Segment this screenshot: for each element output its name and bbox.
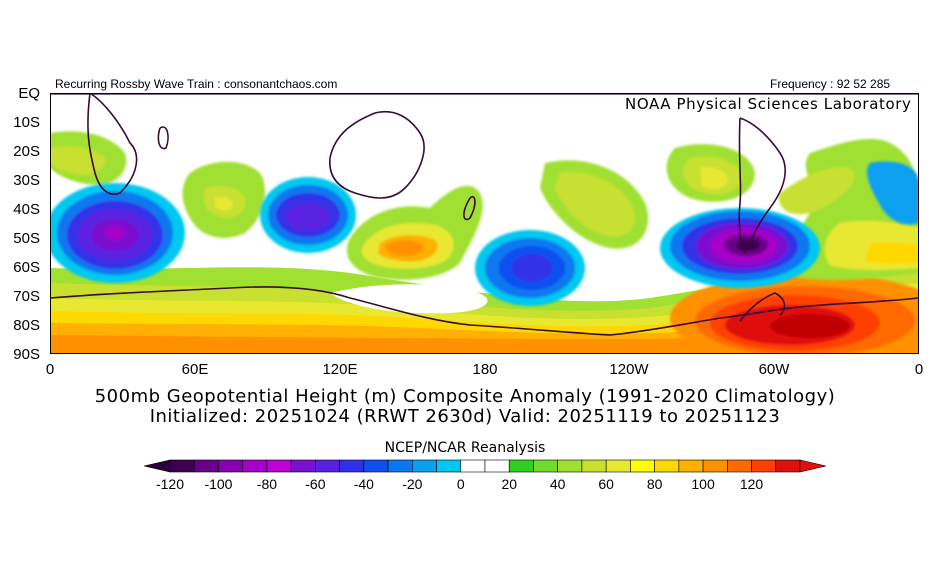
colorbar-swatch: [315, 459, 340, 473]
antarctic-peninsula-coast: [739, 292, 786, 322]
south-america-coast: [738, 117, 786, 254]
colorbar-swatch: [630, 459, 655, 473]
lat-label-eq: EQ: [18, 85, 40, 102]
lat-label-80s: 80S: [13, 317, 40, 334]
title-line-2: Initialized: 20251024 (RRWT 2630d) Valid…: [149, 406, 781, 427]
colorbar-swatch: [678, 459, 704, 473]
colorbar-swatch: [557, 459, 583, 473]
lat-label-70s: 70S: [13, 288, 40, 305]
colorbar-swatch: [533, 459, 558, 473]
colorbar-tick-label: -100: [204, 476, 232, 492]
colorbar-tick-label: 60: [598, 476, 614, 492]
colorbar-tick-label: 0: [457, 476, 465, 492]
colorbar-tick-label: 20: [501, 476, 517, 492]
colorbar-swatch: [484, 459, 510, 473]
lat-label-20s: 20S: [13, 143, 40, 160]
colorbar-swatch: [242, 459, 268, 473]
colorbar-tick-label: -120: [156, 476, 184, 492]
recurring-note: Recurring Rossby Wave Train : consonantc…: [55, 77, 338, 91]
colorbar-tick-label: 80: [647, 476, 663, 492]
colorbar-swatch: [290, 459, 316, 473]
africa-coast: [87, 93, 138, 195]
lat-label-60s: 60S: [13, 259, 40, 276]
lat-label-50s: 50S: [13, 230, 40, 247]
colorbar-swatch: [169, 459, 195, 473]
colorbar-swatch: [436, 459, 462, 473]
australia-coast: [329, 111, 425, 199]
lon-label-120w: 120W: [609, 361, 649, 378]
lat-label-90s: 90S: [13, 346, 40, 363]
colorbar-swatches: [143, 459, 827, 473]
lon-label-120e: 120E: [322, 361, 358, 378]
title-line-1: 500mb Geopotential Height (m) Composite …: [94, 386, 836, 407]
colorbar-tick-label: -40: [354, 476, 374, 492]
pacific-negative-anomaly: [475, 230, 585, 306]
pacific-positive-ridge: [540, 144, 755, 249]
colorbar-ticks: -120 -100 -80 -60 -40 -20 0 20 40 60 80 100 120: [156, 476, 763, 492]
frequency-note: Frequency : 92 52 285: [770, 77, 891, 91]
colorbar-swatch: [412, 459, 437, 473]
antarctica-coast: [50, 286, 919, 336]
colorbar: -120 -100 -80 -60 -40 -20 0 20 40 60 80 100 120: [143, 459, 827, 492]
new-zealand-coast: [463, 196, 476, 221]
lon-label-60w: 60W: [758, 361, 790, 378]
colorbar-swatch: [702, 459, 728, 473]
lon-label-60e: 60E: [181, 361, 209, 378]
lat-label-40s: 40S: [13, 201, 40, 218]
colorbar-swatch: [775, 459, 801, 473]
colorbar-swatch: [751, 459, 777, 473]
colorbar-swatch: [363, 459, 389, 473]
lat-label-10s: 10S: [13, 114, 40, 131]
colorbar-tick-label: -80: [257, 476, 277, 492]
map-frame: [50, 93, 919, 354]
lon-label-0-right: 0: [914, 361, 924, 378]
coastlines: [50, 93, 919, 336]
colorbar-tick-label: 120: [740, 476, 764, 492]
lab-name: NOAA Physical Sciences Laboratory: [625, 95, 912, 113]
colorbar-arrow-left: [143, 459, 171, 473]
colorbar-tick-label: 40: [550, 476, 566, 492]
colorbar-tick-label: -60: [305, 476, 325, 492]
lon-label-0-left: 0: [45, 361, 55, 378]
data-source: NCEP/NCAR Reanalysis: [384, 440, 546, 456]
lon-label-180: 180: [472, 361, 498, 378]
colorbar-tick-label: 100: [691, 476, 715, 492]
colorbar-swatch: [387, 459, 413, 473]
madagascar-coast: [157, 126, 169, 150]
south-atlantic-negative-anomaly: [50, 183, 185, 283]
colorbar-swatch: [193, 459, 219, 473]
colorbar-swatch: [605, 459, 631, 473]
colorbar-swatch: [460, 459, 486, 473]
colorbar-swatch: [266, 459, 292, 473]
new-zealand-positive-anomaly: [346, 185, 483, 280]
colorbar-swatch: [727, 459, 752, 473]
drake-passage-negative-anomaly: [660, 208, 820, 288]
colorbar-swatch: [508, 459, 534, 473]
colorbar-swatch: [218, 459, 243, 473]
indian-ocean-positive-anomaly: [50, 131, 265, 238]
lat-label-30s: 30S: [13, 172, 40, 189]
indian-ocean-negative-anomaly: [260, 177, 356, 253]
colorbar-swatch: [654, 459, 680, 473]
colorbar-swatch: [339, 459, 365, 473]
colorbar-arrow-right: [799, 459, 827, 473]
anomaly-map: [50, 93, 919, 354]
east-pacific-negative-anomaly: [867, 161, 919, 225]
colorbar-tick-label: -20: [402, 476, 422, 492]
colorbar-swatch: [581, 459, 607, 473]
